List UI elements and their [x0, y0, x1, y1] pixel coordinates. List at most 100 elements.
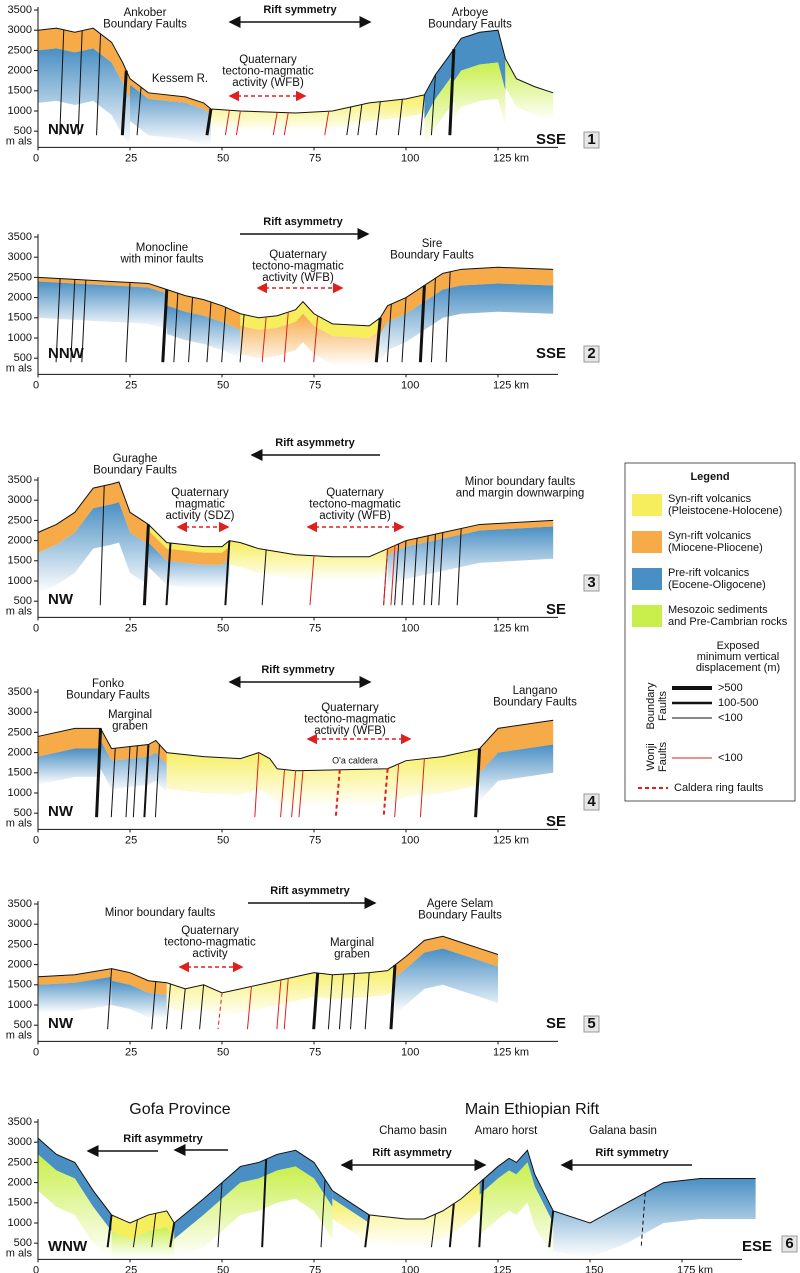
rock-unit — [38, 48, 130, 146]
panel-number-box — [781, 1235, 798, 1253]
arrow-label: Rift asymmetry — [263, 216, 343, 228]
annotation: Agere Selam — [427, 898, 493, 910]
fault — [161, 289, 169, 363]
x-tick-label: 100 — [401, 1264, 419, 1273]
fault — [357, 104, 363, 136]
fault — [125, 746, 131, 818]
fault — [254, 752, 260, 818]
rock-unit — [453, 62, 506, 128]
y-tick-label: 1500 — [8, 312, 32, 324]
legend-swatch — [632, 494, 662, 516]
x-tick-label: 100 — [401, 1046, 419, 1058]
legend-group: Faults — [657, 742, 669, 772]
fault — [77, 30, 83, 136]
rock-unit — [38, 281, 167, 330]
fault — [280, 769, 286, 818]
fault — [374, 317, 382, 363]
fault — [397, 99, 403, 136]
legend-label: Syn-rift volcanics — [668, 530, 752, 542]
fault — [291, 770, 297, 818]
fault — [383, 548, 389, 606]
right-orientation: SE — [546, 1015, 566, 1032]
rock-unit — [380, 283, 554, 363]
legend-group: Wonji — [645, 743, 657, 770]
y-unit: m als — [6, 605, 33, 617]
fault — [239, 314, 245, 363]
arrow-label: Rift asymmetry — [275, 437, 355, 449]
legend-label: Mesozoic sediments — [668, 604, 768, 616]
rock-unit — [240, 313, 381, 367]
fault — [246, 986, 252, 1030]
rock-unit — [505, 58, 554, 122]
y-tick-label: 1000 — [8, 1217, 32, 1229]
annotation: Minor boundary faults — [105, 907, 216, 919]
y-tick-label: 3500 — [8, 686, 32, 698]
arrow-label: Rift symmetry — [595, 1147, 669, 1159]
x-tick-label: 100 — [401, 379, 419, 391]
fault — [199, 984, 205, 1030]
fault — [96, 33, 102, 136]
legend-label: Caldera ring faults — [674, 782, 764, 794]
fault — [478, 1179, 485, 1248]
topography — [37, 1137, 756, 1224]
fault — [445, 271, 451, 363]
annotation: Ankober — [124, 7, 167, 19]
rock-unit — [332, 1198, 370, 1244]
annotation: Amaro horst — [475, 1125, 538, 1137]
rock-unit — [166, 305, 241, 359]
legend-title: Legend — [690, 471, 729, 483]
rock-unit — [240, 301, 381, 338]
fault — [272, 112, 278, 136]
annotation: Boundary Faults — [103, 19, 187, 31]
fault — [419, 758, 425, 818]
arrow-label: Rift asymmetry — [123, 1133, 203, 1145]
fault — [261, 316, 267, 363]
rock-unit — [210, 94, 425, 132]
rock-unit — [38, 277, 167, 294]
y-tick-label: 3500 — [8, 4, 32, 16]
annotation: Boundary Faults — [493, 697, 577, 709]
left-orientation: NW — [48, 591, 74, 608]
annotation: Langano — [513, 685, 558, 697]
y-tick-label: 2000 — [8, 1177, 32, 1189]
rock-unit — [38, 728, 101, 757]
panel-number-box — [583, 345, 600, 363]
fault — [327, 974, 333, 1030]
annotation: with minor faults — [119, 254, 203, 266]
rock-unit — [453, 30, 506, 91]
right-orientation: ESE — [742, 1238, 772, 1255]
annotation: Monocline — [136, 242, 188, 254]
fault — [312, 972, 320, 1030]
x-tick-label: 50 — [217, 1046, 229, 1058]
y-tick-label: 1500 — [8, 767, 32, 779]
fault — [394, 543, 400, 606]
y-tick-label: 3000 — [8, 251, 32, 263]
annotation: tectono-magmatic — [222, 66, 314, 78]
x-tick-label: 125 — [493, 1264, 511, 1273]
y-tick-label: 3000 — [8, 494, 32, 506]
fault — [59, 29, 65, 136]
y-tick-label: 2000 — [8, 65, 32, 77]
y-tick-label: 500 — [14, 352, 32, 364]
panel-number-box — [583, 574, 600, 592]
y-tick-label: 1000 — [8, 332, 32, 344]
topography — [37, 27, 554, 114]
rock-unit — [174, 1150, 333, 1240]
fault — [364, 1214, 371, 1248]
arrow-label: Rift symmetry — [261, 664, 335, 676]
legend-label: <100 — [718, 712, 743, 724]
y-unit: m als — [6, 362, 33, 374]
y-tick-label: 2500 — [8, 271, 32, 283]
right-orientation: SE — [546, 601, 566, 618]
x-tick-label: 100 — [401, 834, 419, 846]
x-tick-label: 0 — [33, 152, 39, 164]
left-orientation: NNW — [48, 345, 85, 362]
rock-unit — [130, 84, 211, 146]
fault — [143, 744, 150, 818]
y-tick-label: 2500 — [8, 44, 32, 56]
